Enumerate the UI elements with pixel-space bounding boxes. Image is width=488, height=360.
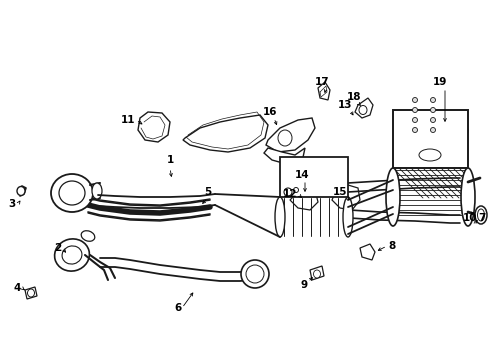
- Text: 6: 6: [174, 303, 181, 313]
- Polygon shape: [309, 266, 324, 280]
- Text: 5: 5: [204, 187, 211, 197]
- Ellipse shape: [17, 186, 25, 195]
- Ellipse shape: [81, 231, 95, 241]
- Polygon shape: [25, 287, 37, 299]
- Polygon shape: [183, 115, 267, 152]
- Text: 19: 19: [432, 77, 446, 87]
- Ellipse shape: [59, 181, 85, 205]
- Ellipse shape: [412, 117, 417, 122]
- Polygon shape: [138, 112, 170, 142]
- Polygon shape: [331, 185, 359, 210]
- Ellipse shape: [51, 174, 93, 212]
- Ellipse shape: [62, 246, 82, 264]
- Polygon shape: [317, 82, 329, 100]
- Ellipse shape: [278, 130, 291, 146]
- Text: 13: 13: [337, 100, 351, 110]
- Ellipse shape: [245, 265, 264, 283]
- Polygon shape: [289, 188, 317, 210]
- Text: 14: 14: [294, 170, 309, 180]
- Ellipse shape: [429, 117, 435, 122]
- Ellipse shape: [55, 239, 89, 271]
- Text: 18: 18: [346, 92, 361, 102]
- Ellipse shape: [412, 127, 417, 132]
- Ellipse shape: [412, 98, 417, 103]
- Ellipse shape: [241, 260, 268, 288]
- Bar: [392, 110, 467, 168]
- Text: 9: 9: [300, 280, 307, 290]
- Ellipse shape: [412, 108, 417, 112]
- Ellipse shape: [313, 270, 320, 278]
- Bar: [280, 157, 347, 197]
- Polygon shape: [354, 98, 372, 118]
- Ellipse shape: [429, 108, 435, 112]
- Polygon shape: [397, 118, 467, 165]
- Text: 10: 10: [462, 213, 476, 223]
- Text: 2: 2: [54, 243, 61, 253]
- Polygon shape: [359, 244, 374, 260]
- Ellipse shape: [429, 127, 435, 132]
- Ellipse shape: [476, 209, 484, 221]
- Ellipse shape: [284, 188, 291, 196]
- Text: 11: 11: [121, 115, 135, 125]
- Text: 4: 4: [13, 283, 20, 293]
- Ellipse shape: [27, 289, 35, 297]
- Text: 12: 12: [282, 189, 297, 199]
- Ellipse shape: [385, 168, 399, 226]
- Text: 15: 15: [332, 187, 346, 197]
- Ellipse shape: [293, 188, 298, 193]
- Ellipse shape: [474, 206, 486, 224]
- Ellipse shape: [274, 197, 285, 237]
- Text: 1: 1: [166, 155, 173, 165]
- Text: 7: 7: [477, 213, 485, 223]
- Ellipse shape: [418, 149, 440, 161]
- Polygon shape: [265, 118, 314, 152]
- Ellipse shape: [460, 168, 474, 226]
- Text: 17: 17: [314, 77, 328, 87]
- Ellipse shape: [92, 183, 102, 199]
- Text: 8: 8: [387, 241, 395, 251]
- Text: 16: 16: [262, 107, 277, 117]
- Polygon shape: [264, 148, 305, 165]
- Ellipse shape: [429, 98, 435, 103]
- Ellipse shape: [358, 105, 366, 114]
- Ellipse shape: [342, 197, 352, 237]
- Text: 3: 3: [8, 199, 16, 209]
